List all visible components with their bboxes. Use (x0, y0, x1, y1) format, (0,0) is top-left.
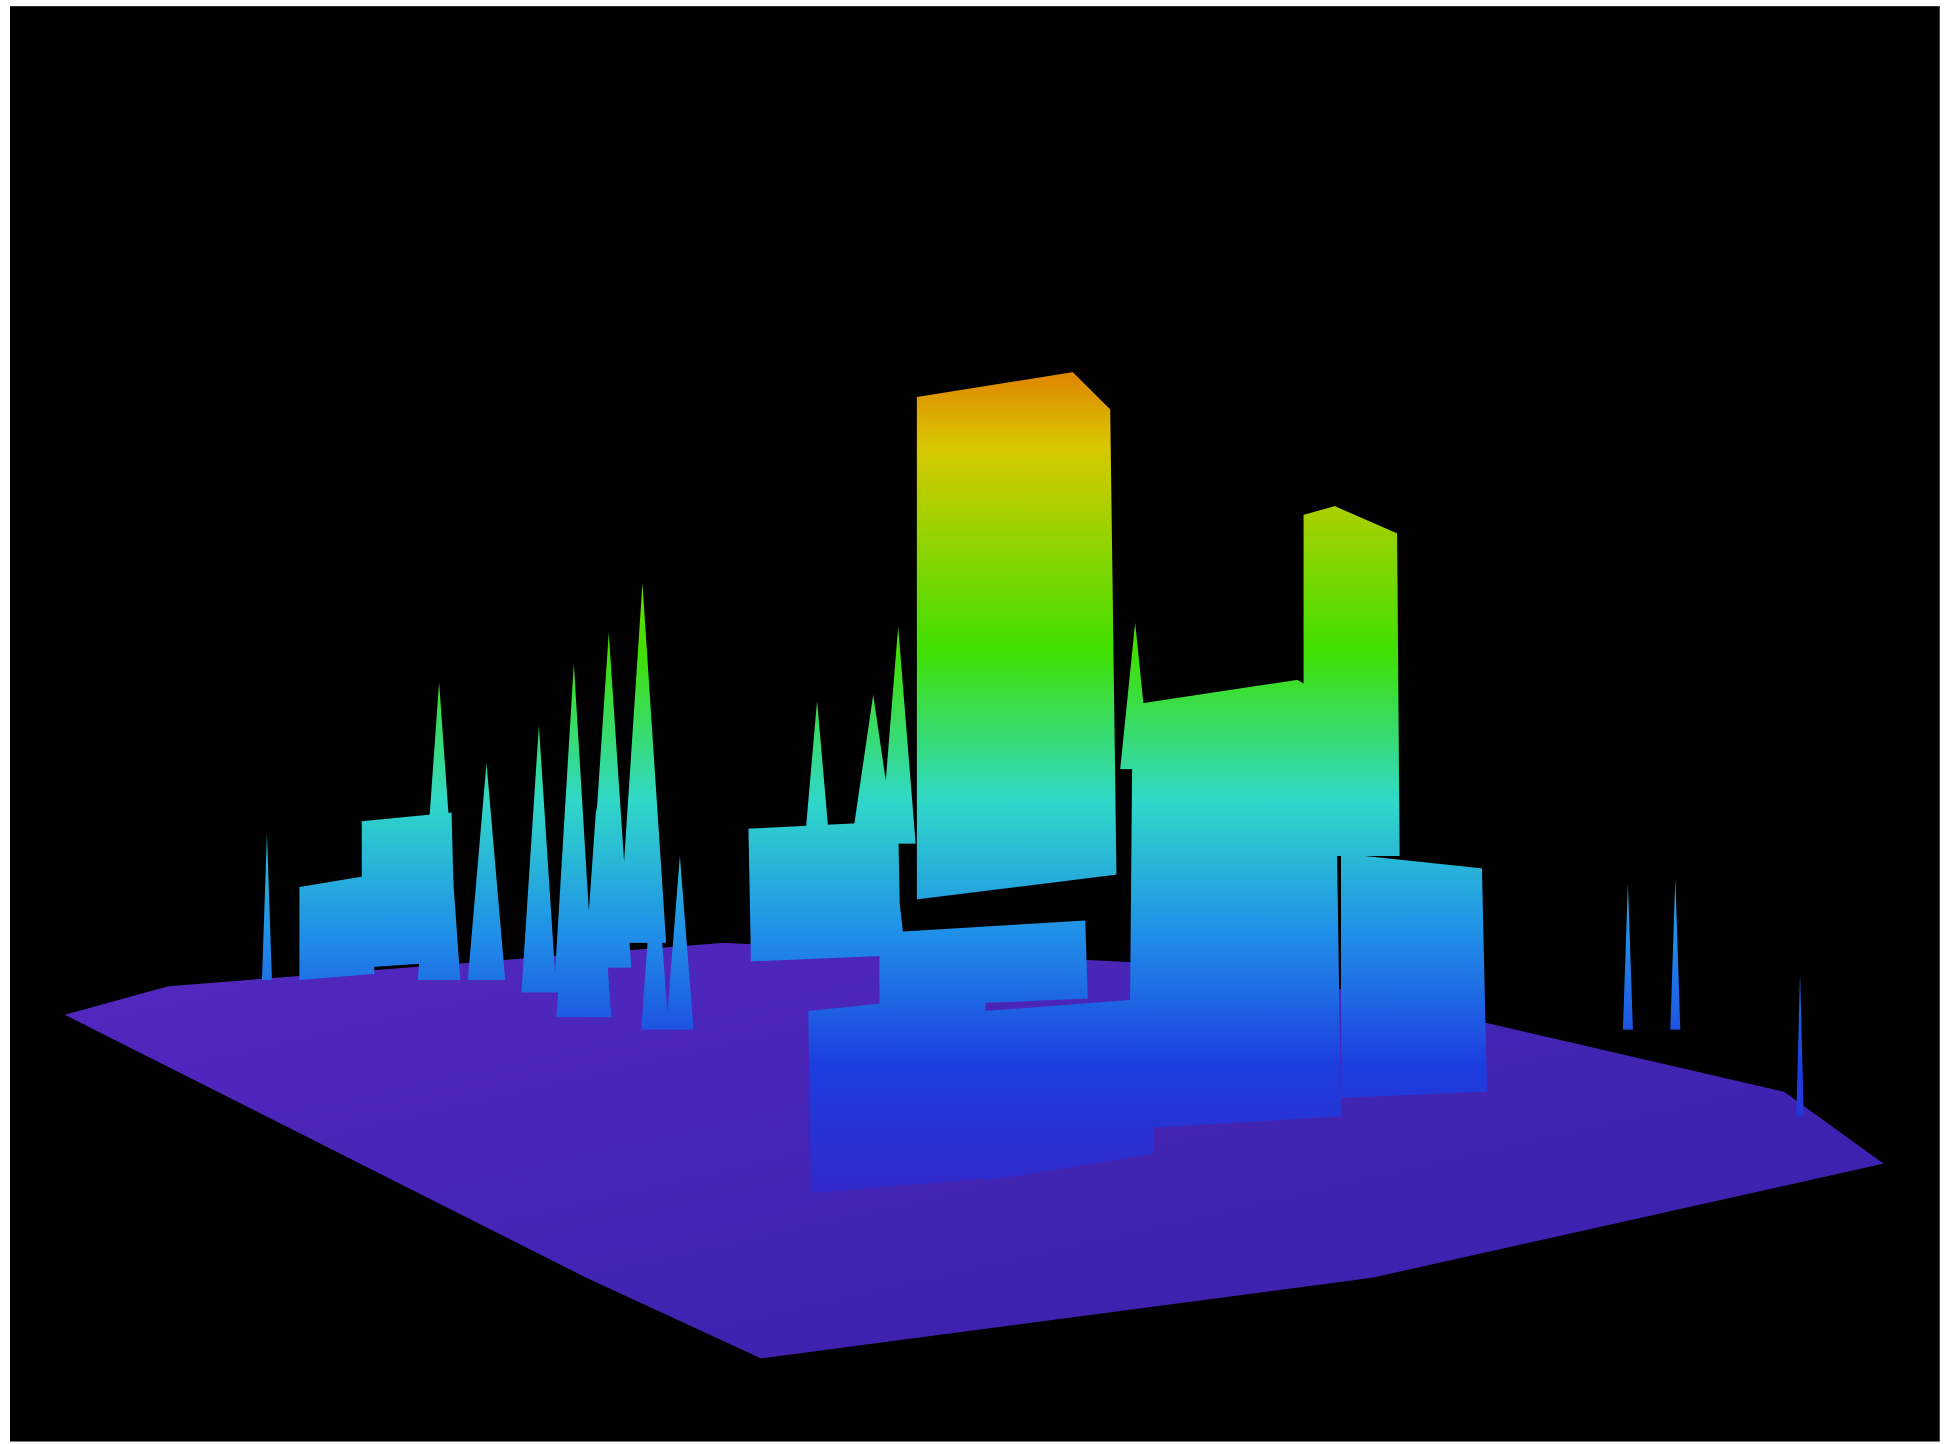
tower (1128, 679, 1341, 1129)
block (299, 874, 375, 981)
structures (261, 372, 1804, 1194)
block (1340, 853, 1487, 1098)
block (808, 992, 986, 1194)
block (985, 998, 1154, 1182)
block (879, 920, 1088, 1008)
block (748, 821, 901, 962)
tower (916, 372, 1117, 900)
spikes (417, 583, 1151, 1030)
